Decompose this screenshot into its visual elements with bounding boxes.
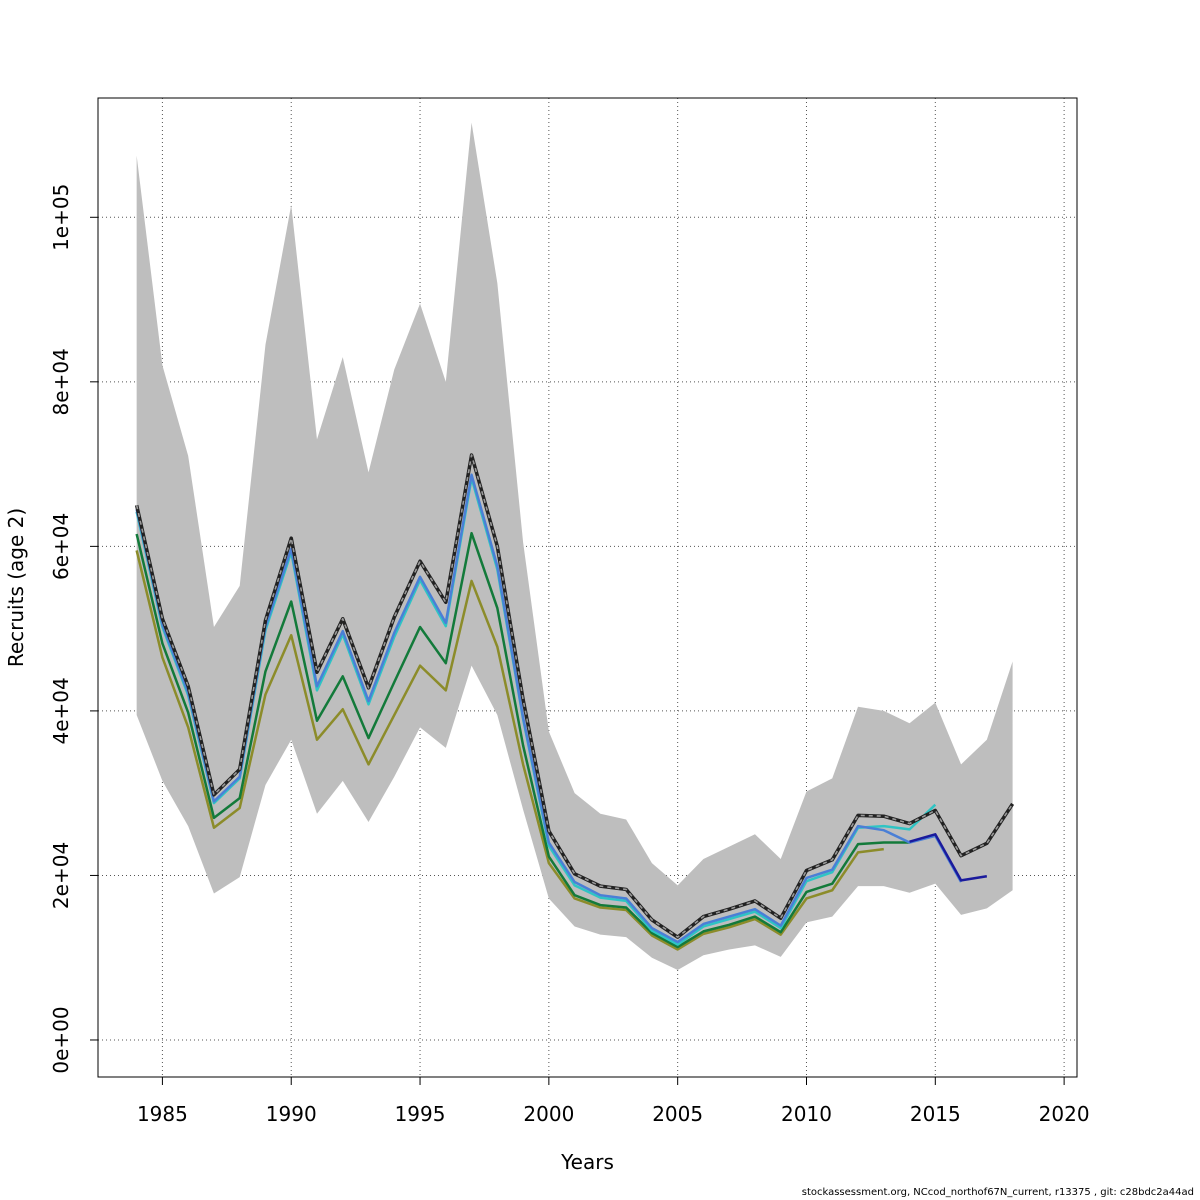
x-tick-label: 2015 (910, 1102, 961, 1126)
x-tick-label: 1995 (395, 1102, 446, 1126)
x-tick-label: 2005 (652, 1102, 703, 1126)
x-tick-label: 1985 (137, 1102, 188, 1126)
y-tick-label: 4e+04 (49, 677, 73, 744)
x-tick-label: 2020 (1039, 1102, 1090, 1126)
series-line-1 (135, 531, 910, 949)
y-tick-label: 8e+04 (49, 348, 73, 415)
y-tick-label: 0e+00 (49, 1006, 73, 1073)
footer-credit: stockassessment.org, NCcod_northof67N_cu… (801, 1187, 1194, 1198)
confidence-band (136, 122, 1013, 971)
series-line-4 (909, 833, 988, 882)
series-layer (134, 453, 1015, 951)
axes: 1985 1990 1995 2000 2005 2010 2015 2020 0e+00 2e+… (49, 184, 1090, 1126)
y-tick-label: 1e+05 (49, 184, 73, 251)
x-axis-title: Years (560, 1150, 614, 1174)
confidence-band-layer (136, 122, 1013, 971)
y-axis-title: Recruits (age 2) (4, 508, 28, 667)
x-tick-label: 2010 (781, 1102, 832, 1126)
y-tick-label: 2e+04 (49, 842, 73, 909)
series-line-3 (135, 473, 963, 944)
x-tick-label: 1990 (266, 1102, 317, 1126)
plot-frame (97, 97, 1078, 1078)
x-tick-label: 2000 (523, 1102, 574, 1126)
series-line-5-dash (135, 454, 1014, 938)
series-line-0 (135, 550, 884, 951)
y-tick-label: 6e+04 (49, 513, 73, 580)
